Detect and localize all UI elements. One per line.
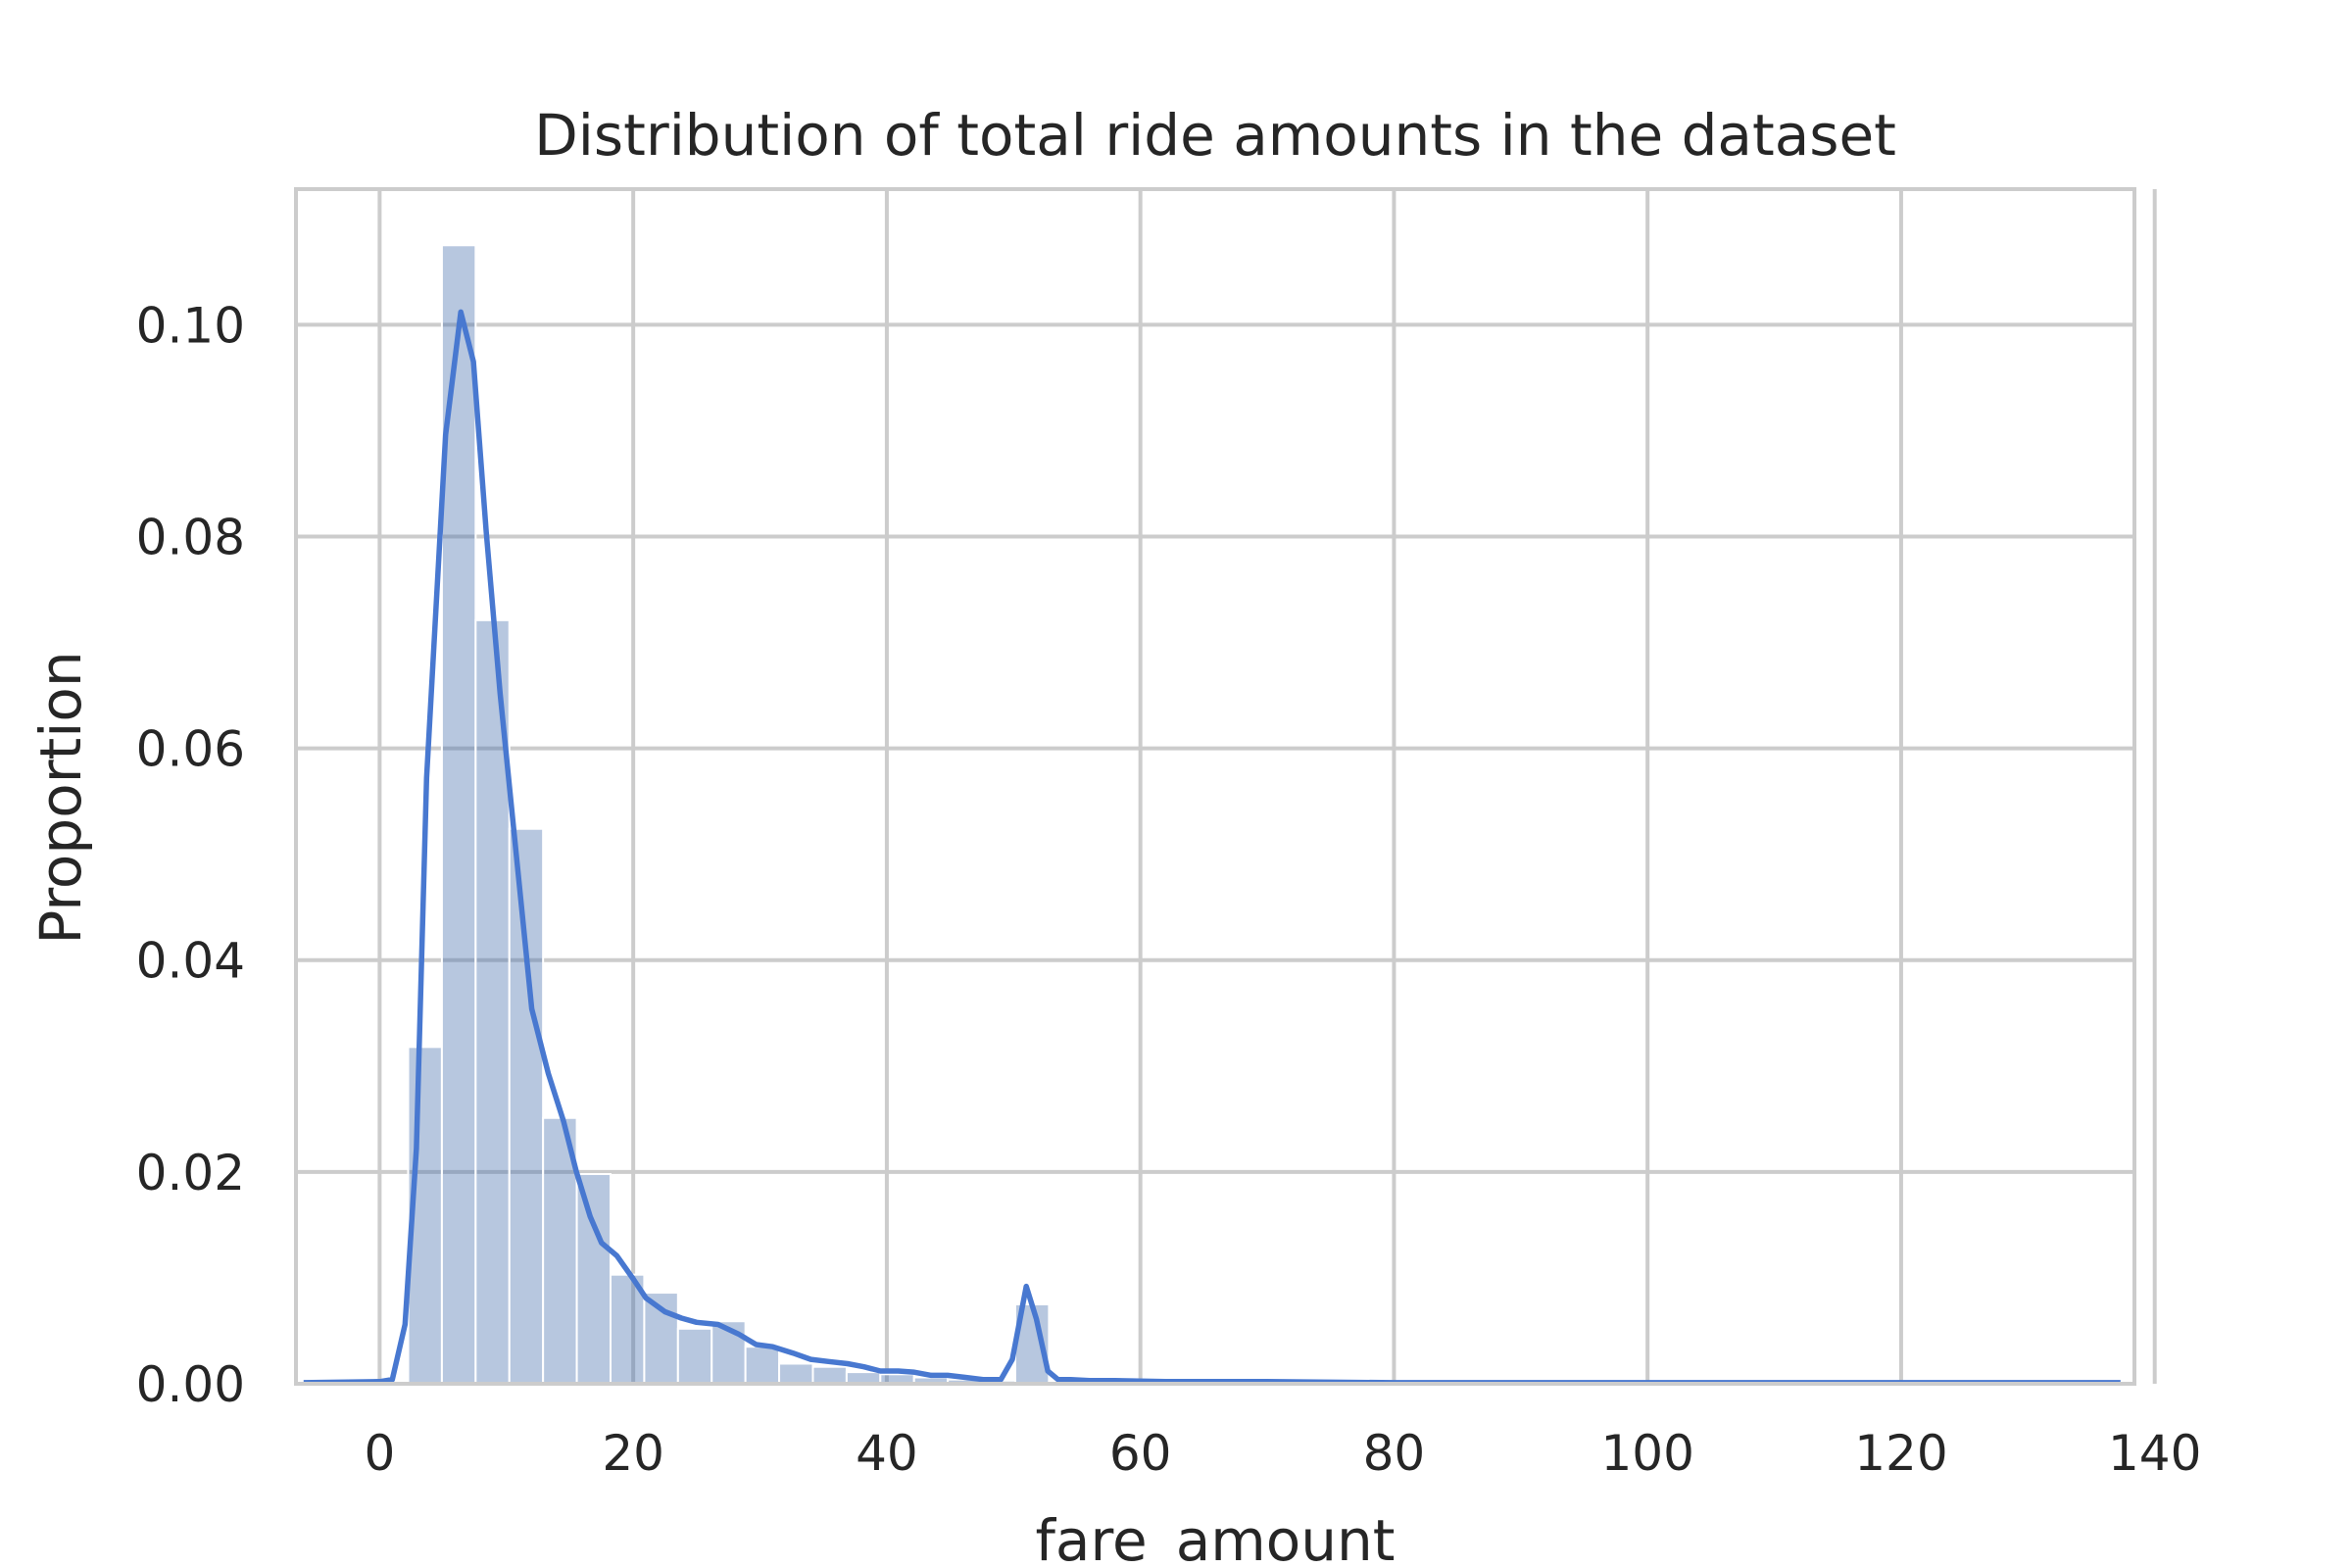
y-tick-label: 0.02 — [136, 1145, 245, 1201]
grid-layer — [296, 189, 2157, 1386]
x-tick-label: 60 — [1109, 1425, 1172, 1482]
x-tick-label: 40 — [856, 1425, 918, 1482]
y-axis-title: Proportion — [27, 651, 94, 944]
histogram-bar — [508, 827, 545, 1385]
y-tick-label: 0.10 — [136, 297, 245, 354]
histogram-bar — [811, 1365, 848, 1386]
kde-layer — [303, 309, 2121, 1386]
chart-title: Distribution of total ride amounts in th… — [534, 102, 1896, 169]
histogram-bar — [744, 1346, 781, 1385]
x-tick-label: 80 — [1363, 1425, 1426, 1482]
y-tick-label: 0.08 — [136, 509, 245, 565]
axes-frame — [294, 187, 2136, 1386]
y-tick-labels: 0.00 0.02 0.04 0.06 0.08 0.10 — [136, 297, 245, 1413]
x-tick-labels: 0 20 40 60 80 100 120 140 — [364, 1425, 2201, 1482]
x-tick-label: 140 — [2108, 1425, 2201, 1482]
y-tick-label: 0.00 — [136, 1356, 245, 1413]
x-tick-label: 0 — [364, 1425, 395, 1482]
y-tick-label: 0.04 — [136, 933, 245, 990]
kde-line — [303, 309, 2121, 1386]
x-tick-label: 120 — [1854, 1425, 1947, 1482]
x-tick-label: 20 — [602, 1425, 664, 1482]
histogram-bar — [676, 1327, 713, 1385]
x-axis-title: fare_amount — [1035, 1507, 1395, 1568]
histogram-bar — [778, 1362, 814, 1385]
y-tick-label: 0.06 — [136, 721, 245, 778]
histogram-bar — [575, 1173, 612, 1386]
histogram-bars — [407, 244, 1084, 1386]
x-tick-label: 100 — [1600, 1425, 1693, 1482]
